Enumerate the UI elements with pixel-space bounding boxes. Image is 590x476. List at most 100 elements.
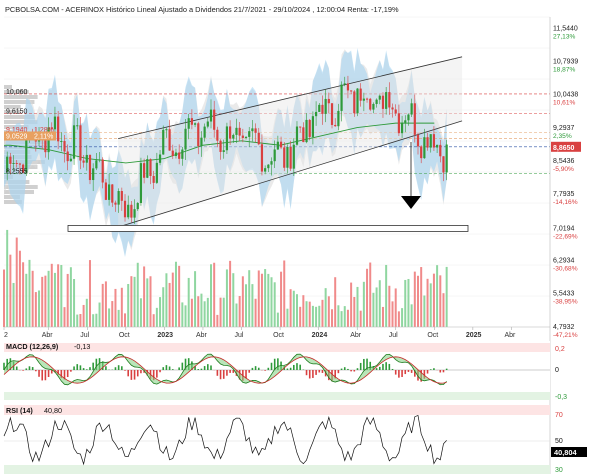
volume-bar xyxy=(423,295,426,327)
last-price: 8,8650 xyxy=(553,145,575,152)
macd-bar xyxy=(41,370,44,381)
candle-body xyxy=(44,139,47,153)
volume-bar xyxy=(165,273,168,327)
volume-bar xyxy=(38,290,41,327)
trend-channel-area xyxy=(118,56,463,228)
candle-body xyxy=(260,144,264,172)
projection-arrow-head xyxy=(401,196,421,209)
x-tick-label: Oct xyxy=(273,332,284,339)
candle-body xyxy=(136,202,139,210)
candle-body xyxy=(340,84,343,111)
candle-body xyxy=(276,141,279,150)
x-tick-label: Jul xyxy=(80,332,89,339)
candle-body xyxy=(391,107,394,110)
volume-profile-bar xyxy=(4,105,21,109)
macd-bar xyxy=(184,358,187,370)
chart-title: PCBOLSA.COM - ACERINOX Histórico Lineal … xyxy=(5,5,399,14)
macd-bar xyxy=(25,368,28,370)
candle-body xyxy=(165,129,168,131)
volume-bar xyxy=(324,288,327,327)
volume-bar xyxy=(3,269,5,327)
volume-bar xyxy=(187,277,190,327)
volume-bar xyxy=(120,287,123,327)
macd-bar xyxy=(369,361,372,370)
volume-bar xyxy=(181,302,184,327)
macd-bar xyxy=(404,370,407,375)
macd-bar xyxy=(66,370,69,378)
pct-tick: -14,16% xyxy=(553,199,578,206)
candle-body xyxy=(410,103,413,115)
macd-bar xyxy=(232,370,235,373)
candle-body xyxy=(82,160,85,163)
candle-body xyxy=(76,125,79,127)
volume-bar xyxy=(184,305,187,327)
volume-bar xyxy=(378,280,381,327)
candle-body xyxy=(238,127,241,136)
macd-bar xyxy=(79,365,82,370)
candle-body xyxy=(117,191,120,205)
candle-body xyxy=(88,154,92,181)
candle-body xyxy=(98,159,101,161)
volume-bar xyxy=(264,269,267,327)
macd-bar xyxy=(76,364,79,370)
macd-bar xyxy=(378,366,381,370)
candle-body xyxy=(225,126,229,151)
candle-body xyxy=(346,83,350,91)
volume-bar xyxy=(359,310,362,327)
candle-body xyxy=(299,126,302,128)
volume-bar xyxy=(152,314,155,327)
candle-body xyxy=(330,103,334,125)
macd-bar xyxy=(394,370,397,375)
volume-bar xyxy=(190,298,193,327)
macd-bar xyxy=(286,368,289,370)
candle-body xyxy=(295,126,299,145)
rsi-value: 40,80 xyxy=(44,406,62,415)
volume-bar xyxy=(426,278,429,327)
candle-body xyxy=(6,156,9,173)
volume-bar xyxy=(66,273,69,327)
volume-bar xyxy=(200,293,203,327)
price-tick: 10,0438 xyxy=(553,92,578,99)
level-value: 9,1940 xyxy=(6,127,28,134)
macd-bar xyxy=(426,370,429,374)
volume-bar xyxy=(270,277,273,327)
volume-bar xyxy=(197,296,200,327)
macd-bar xyxy=(296,363,298,370)
volume-bar xyxy=(57,264,60,327)
volume-bar xyxy=(104,281,107,327)
macd-bar xyxy=(15,366,18,370)
candle-body xyxy=(439,144,442,157)
candle-body xyxy=(314,111,318,117)
macd-bar xyxy=(70,370,72,372)
volume-bar xyxy=(397,311,400,327)
candle-body xyxy=(254,128,257,133)
volume-bar xyxy=(353,296,356,327)
macd-bar xyxy=(264,370,266,371)
price-tick: 5,5433 xyxy=(553,291,575,298)
candle-body xyxy=(25,136,28,173)
macd-bar xyxy=(117,365,120,370)
macd-bar xyxy=(343,367,346,370)
volume-bar xyxy=(276,312,279,327)
volume-bar xyxy=(381,306,384,327)
candle-body xyxy=(66,151,69,162)
volume-bar xyxy=(350,282,353,327)
x-tick-label: Abr xyxy=(504,332,516,339)
macd-label: MACD (12,26,9) xyxy=(6,342,59,351)
macd-bar xyxy=(28,366,31,370)
volume-bar xyxy=(209,264,212,327)
x-tick-label: Oct xyxy=(427,332,438,339)
rsi-tick-50: 50 xyxy=(555,438,563,445)
macd-bar xyxy=(168,366,171,370)
macd-bar xyxy=(445,368,448,370)
level-highlight xyxy=(4,131,56,141)
candle-body xyxy=(337,110,340,127)
pct-tick: -5,90% xyxy=(553,166,574,173)
volume-bar xyxy=(413,271,416,327)
volume-bar xyxy=(299,306,302,327)
macd-bar xyxy=(229,370,231,373)
volume-bar xyxy=(331,309,334,327)
price-tick: 9,2937 xyxy=(553,125,575,132)
pct-tick: 2,35% xyxy=(553,133,572,140)
